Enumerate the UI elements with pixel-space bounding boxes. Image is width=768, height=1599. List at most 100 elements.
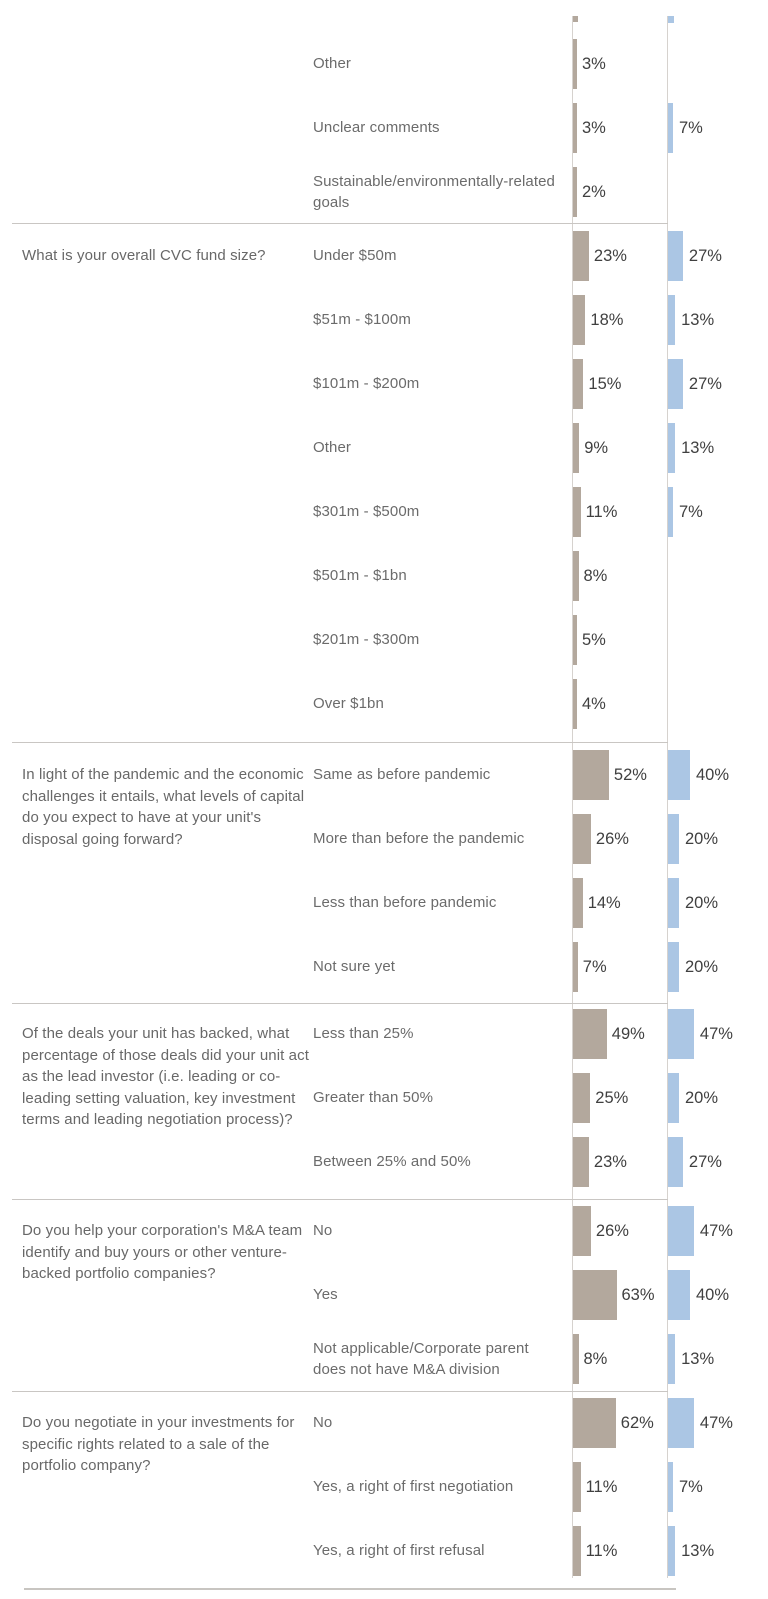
blue-bar: [668, 231, 683, 281]
brown-bar: [573, 878, 583, 928]
blue-bar: [668, 1270, 690, 1320]
answer-label: More than before the pandemic: [313, 830, 525, 848]
brown-bar: [573, 814, 591, 864]
blue-value-label: 20%: [685, 1089, 719, 1107]
brown-value-label: 3%: [582, 119, 606, 137]
brown-bar: [573, 487, 581, 537]
brown-bar: [573, 750, 609, 800]
answer-label: Yes, a right of first negotiation: [313, 1478, 514, 1496]
answer-label: Greater than 50%: [313, 1089, 434, 1107]
brown-bar: [573, 1526, 581, 1576]
brown-value-label: 11%: [585, 503, 618, 521]
clipped-blue-bar-top: [668, 16, 674, 23]
brown-bar: [573, 231, 589, 281]
answer-label: Other: [313, 439, 352, 457]
section-separator: [12, 742, 668, 743]
brown-bar: [573, 359, 584, 409]
brown-bar: [573, 679, 577, 729]
answer-label: $51m - $100m: [313, 311, 411, 329]
brown-bar: [573, 1270, 617, 1320]
blue-value-label: 47%: [699, 1222, 733, 1240]
blue-value-label: 13%: [681, 1350, 715, 1368]
brown-value-label: 62%: [620, 1414, 654, 1432]
answer-label: $301m - $500m: [313, 503, 420, 521]
brown-value-label: 11%: [585, 1542, 618, 1560]
brown-value-label: 3%: [582, 55, 606, 73]
brown-bar: [573, 1009, 607, 1059]
section-separator: [12, 1003, 668, 1004]
brown-value-label: 52%: [613, 766, 647, 784]
question-text: In light of the pandemic and the economi…: [22, 766, 305, 848]
blue-value-label: 27%: [688, 375, 722, 393]
brown-bar: [573, 1334, 579, 1384]
blue-value-label: 13%: [681, 1542, 715, 1560]
blue-bar: [668, 1334, 676, 1384]
question-text: Of the deals your unit has backed, what …: [22, 1025, 309, 1128]
blue-value-label: 20%: [685, 958, 719, 976]
answer-label: $201m - $300m: [313, 631, 420, 649]
brown-series-baseline: [572, 16, 573, 1578]
brown-value-label: 23%: [593, 1153, 627, 1171]
blue-bar: [668, 1206, 694, 1256]
answer-label: Sustainable/environmentally-related goal…: [313, 172, 555, 212]
blue-bar: [668, 359, 683, 409]
brown-value-label: 8%: [583, 567, 608, 585]
blue-bar: [668, 1526, 676, 1576]
brown-bar: [573, 1073, 591, 1123]
brown-value-label: 15%: [588, 375, 622, 393]
answer-label: Over $1bn: [313, 695, 384, 713]
answer-label: Yes: [313, 1286, 338, 1304]
brown-value-label: 14%: [587, 894, 621, 912]
brown-bar: [573, 103, 577, 153]
brown-bar: [573, 1206, 591, 1256]
blue-value-label: 40%: [696, 766, 730, 784]
blue-bar: [668, 1073, 679, 1123]
answer-label: Same as before pandemic: [313, 766, 491, 784]
section-separator: [12, 223, 668, 224]
brown-bar: [573, 423, 580, 473]
question-text: What is your overall CVC fund size?: [22, 247, 266, 264]
brown-bar: [573, 1462, 581, 1512]
answer-label: No: [313, 1222, 333, 1240]
question-text: Do you help your corporation's M&A team …: [22, 1222, 303, 1282]
answer-label: Not sure yet: [313, 958, 396, 976]
brown-value-label: 26%: [595, 830, 629, 848]
brown-bar: [573, 167, 577, 217]
clipped-brown-bar-top: [573, 16, 578, 22]
brown-value-label: 4%: [582, 695, 606, 713]
brown-value-label: 23%: [593, 247, 627, 265]
question-text: Do you negotiate in your investments for…: [22, 1414, 295, 1474]
blue-bar: [668, 1137, 683, 1187]
brown-value-label: 11%: [585, 1478, 618, 1496]
blue-value-label: 27%: [688, 1153, 722, 1171]
answer-label: Yes, a right of first refusal: [313, 1542, 485, 1560]
brown-bar: [573, 39, 577, 89]
brown-value-label: 2%: [582, 183, 606, 201]
blue-bar: [668, 942, 679, 992]
blue-value-label: 7%: [679, 1478, 703, 1496]
section-separator: [12, 1391, 668, 1392]
brown-bar: [573, 551, 579, 601]
brown-bar: [573, 1137, 589, 1187]
brown-value-label: 49%: [611, 1025, 645, 1043]
answer-label: $101m - $200m: [313, 375, 420, 393]
blue-bar: [668, 750, 690, 800]
answer-label: Less than 25%: [313, 1025, 414, 1043]
blue-bar: [668, 487, 673, 537]
blue-bar: [668, 1398, 694, 1448]
blue-value-label: 7%: [679, 119, 703, 137]
answer-label: No: [313, 1414, 333, 1432]
brown-value-label: 5%: [582, 631, 606, 649]
blue-value-label: 20%: [685, 894, 719, 912]
blue-bar: [668, 103, 673, 153]
answer-label: Under $50m: [313, 247, 397, 265]
answer-label: Not applicable/Corporate parent does not…: [313, 1339, 529, 1379]
blue-value-label: 20%: [685, 830, 719, 848]
section-separator: [12, 1199, 668, 1200]
brown-bar: [573, 295, 586, 345]
brown-value-label: 9%: [584, 439, 609, 457]
answer-label: Between 25% and 50%: [313, 1153, 471, 1171]
answer-label: $501m - $1bn: [313, 567, 407, 585]
brown-value-label: 26%: [595, 1222, 629, 1240]
